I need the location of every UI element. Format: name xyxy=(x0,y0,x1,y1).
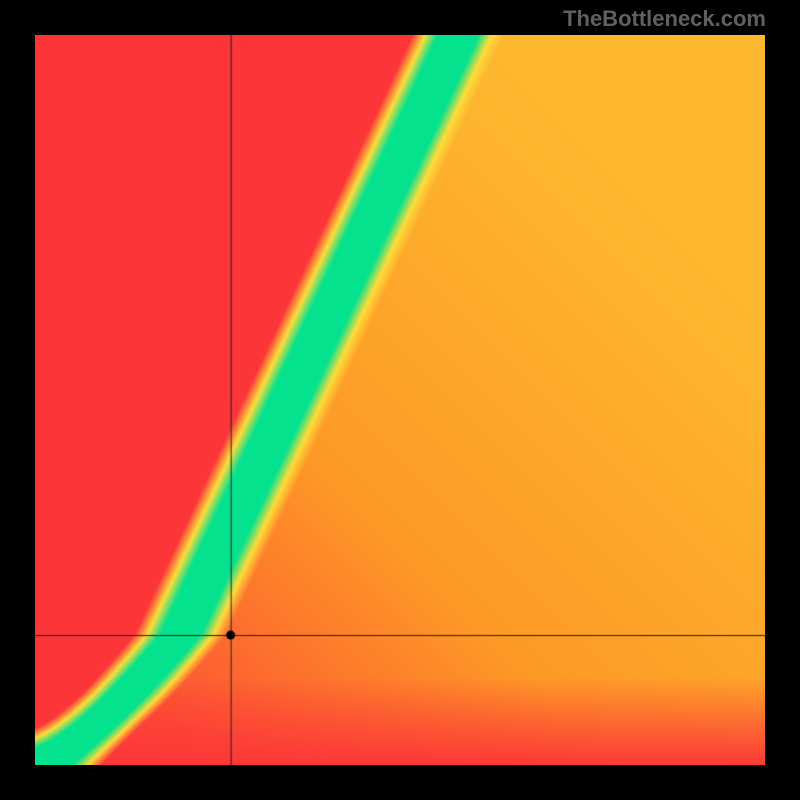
heatmap-canvas xyxy=(35,35,765,765)
watermark-text: TheBottleneck.com xyxy=(563,6,766,32)
heatmap-plot xyxy=(35,35,765,765)
